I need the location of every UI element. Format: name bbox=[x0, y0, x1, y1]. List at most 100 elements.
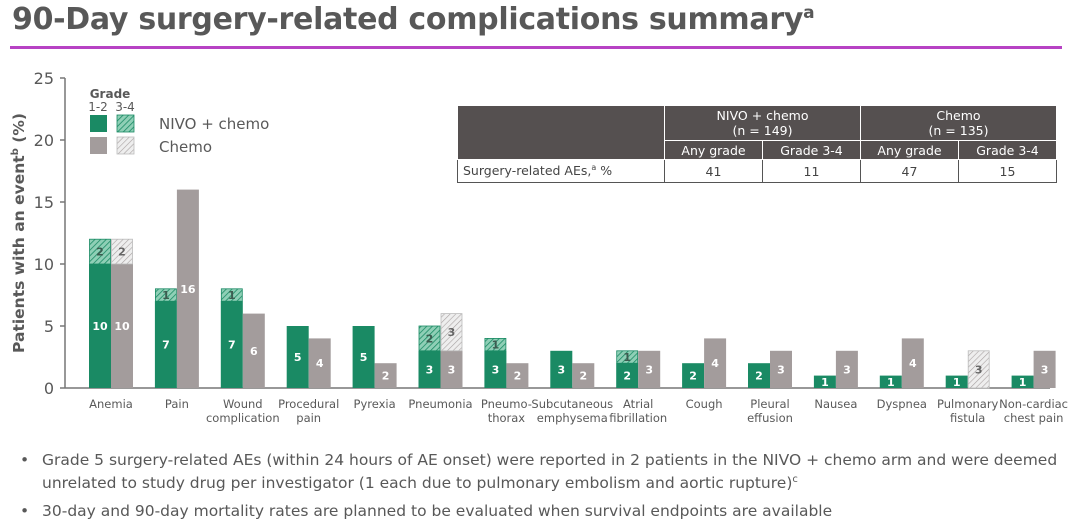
x-tick-label: Subcutaneous emphysema bbox=[531, 397, 613, 425]
table-subheader: Grade 3-4 bbox=[762, 140, 861, 160]
x-tick-label-line: Anemia bbox=[89, 397, 133, 411]
legend-label-chemo: Chemo bbox=[159, 138, 212, 156]
summary-table: NIVO + chemo (n = 149) Chemo (n = 135) Any… bbox=[457, 105, 1057, 183]
bullet-item: 30-day and 90-day mortality rates are pl… bbox=[20, 501, 1071, 521]
bar-label-nivo-grade-1-2: 5 bbox=[294, 351, 302, 364]
bar-nivo-grade-1-2 bbox=[154, 301, 177, 388]
y-tick-label: 0 bbox=[44, 379, 54, 398]
bar-label-nivo-grade-3-4: 1 bbox=[492, 339, 500, 352]
bar-chemo-grade-3-4 bbox=[111, 238, 133, 265]
bar-nivo-grade-1-2 bbox=[945, 375, 968, 388]
bar-label-nivo-grade-3-4: 2 bbox=[426, 332, 434, 345]
x-tick-label-line: fistula bbox=[950, 411, 985, 425]
y-tick-label: 20 bbox=[34, 131, 54, 150]
table-subheader: Grade 3-4 bbox=[958, 140, 1057, 160]
x-tick-label-line: thorax bbox=[488, 411, 526, 425]
table-subheader: Any grade bbox=[664, 140, 763, 160]
bar-label-nivo-grade-3-4: 1 bbox=[623, 351, 631, 364]
x-tick-label: Pain bbox=[165, 397, 189, 411]
legend-swatch-nivo-grade-1-2 bbox=[90, 115, 107, 132]
bar-label-chemo-grade-1-2: 16 bbox=[180, 283, 196, 296]
group-n: (n = 135) bbox=[928, 123, 989, 138]
bar-label-chemo-grade-1-2: 4 bbox=[316, 357, 324, 370]
y-axis-label-sup: b bbox=[10, 148, 21, 155]
x-tick-label-line: complication bbox=[206, 411, 280, 425]
bar-nivo-grade-1-2 bbox=[220, 301, 243, 388]
title-footnote-marker: a bbox=[803, 3, 815, 23]
table-group-chemo: Chemo (n = 135) bbox=[860, 105, 1057, 141]
x-tick-label-line: fibrillation bbox=[609, 411, 667, 425]
bar-nivo-grade-1-2 bbox=[1011, 375, 1034, 388]
table-cell: 11 bbox=[762, 159, 861, 183]
bar-label-nivo-grade-3-4: 1 bbox=[162, 289, 170, 302]
x-tick-label: Anemia bbox=[89, 397, 133, 411]
bar-chemo-grade-1-2 bbox=[111, 264, 133, 388]
bar-chemo-grade-3-4 bbox=[967, 350, 990, 389]
x-tick-label-line: Non-cardiac bbox=[999, 397, 1068, 411]
bar-label-chemo-grade-3-4: 3 bbox=[448, 326, 456, 339]
bar-label-chemo-grade-1-2: 2 bbox=[579, 370, 587, 383]
bar-nivo-grade-1-2 bbox=[813, 375, 836, 388]
bar-label-chemo-grade-3-4: 3 bbox=[975, 363, 983, 376]
x-tick-label-line: pain bbox=[296, 411, 321, 425]
bar-nivo-grade-1-2 bbox=[616, 363, 639, 388]
bar-label-nivo-grade-1-2: 7 bbox=[162, 339, 170, 352]
x-tick-label-line: Cough bbox=[686, 397, 723, 411]
bullet-list: Grade 5 surgery-related AEs (within 24 h… bbox=[20, 450, 1071, 524]
x-tick-label-line: chest pain bbox=[1004, 411, 1064, 425]
bar-chemo-grade-1-2 bbox=[176, 189, 199, 388]
bar-label-chemo-grade-1-2: 2 bbox=[382, 370, 390, 383]
page-title: 90-Day surgery-related complications sum… bbox=[12, 2, 815, 37]
bar-nivo-grade-1-2 bbox=[89, 264, 111, 388]
bar-nivo-grade-1-2 bbox=[550, 350, 573, 388]
bar-label-chemo-grade-1-2: 10 bbox=[114, 320, 130, 333]
x-tick-label: Pneumo-thorax bbox=[481, 397, 532, 425]
group-name: Chemo bbox=[936, 108, 981, 123]
bar-label-nivo-grade-1-2: 3 bbox=[492, 363, 500, 376]
bar-label-chemo-grade-1-2: 2 bbox=[514, 370, 522, 383]
table-row-label: Surgery-related AEs,a % bbox=[457, 159, 665, 183]
bar-chemo-grade-1-2 bbox=[638, 350, 661, 388]
bar-nivo-grade-1-2 bbox=[286, 326, 309, 388]
x-tick-label: Pneumonia bbox=[408, 397, 472, 411]
bullet-item: Grade 5 surgery-related AEs (within 24 h… bbox=[20, 450, 1071, 493]
legend-swatch-chemo-grade-1-2 bbox=[90, 137, 107, 154]
bar-chemo-grade-1-2 bbox=[242, 313, 265, 388]
x-tick-label: Non-cardiac chest pain bbox=[999, 397, 1068, 425]
bar-nivo-grade-3-4 bbox=[616, 350, 639, 364]
bar-nivo-grade-1-2 bbox=[682, 363, 705, 388]
bar-label-chemo-grade-1-2: 3 bbox=[843, 363, 851, 376]
x-tick-label-line: Wound bbox=[223, 397, 263, 411]
x-tick-label-line: Pleural bbox=[750, 397, 789, 411]
bar-label-nivo-grade-1-2: 7 bbox=[228, 339, 236, 352]
bar-chemo-grade-1-2 bbox=[308, 338, 331, 388]
y-tick-label: 25 bbox=[34, 69, 54, 88]
x-tick-label: Cough bbox=[686, 397, 723, 411]
y-tick-label: 15 bbox=[34, 193, 54, 212]
bullet-footnote-marker: c bbox=[792, 474, 798, 485]
bar-nivo-grade-1-2 bbox=[748, 363, 770, 388]
x-tick-label: Pulmonary fistula bbox=[937, 397, 999, 425]
bar-label-chemo-grade-1-2: 4 bbox=[711, 357, 719, 370]
row-label-sup: a bbox=[591, 163, 597, 173]
legend-grade-1-2: 1-2 bbox=[88, 100, 108, 114]
legend-heading: Grade bbox=[90, 87, 131, 101]
bar-nivo-grade-3-4 bbox=[220, 288, 243, 302]
table-row: Surgery-related AEs,a % 41 11 47 15 bbox=[457, 159, 1057, 183]
y-tick-label: 5 bbox=[44, 317, 54, 336]
bar-nivo-grade-1-2 bbox=[352, 326, 375, 388]
row-label-unit: % bbox=[596, 163, 613, 179]
legend-grade-3-4: 3-4 bbox=[115, 100, 135, 114]
x-tick-label: Pyrexia bbox=[354, 397, 396, 411]
legend-swatch-chemo-grade-3-4 bbox=[116, 136, 135, 155]
x-tick-label-line: Subcutaneous bbox=[531, 397, 613, 411]
y-tick-label: 10 bbox=[34, 255, 54, 274]
x-tick-label-line: effusion bbox=[747, 411, 793, 425]
bar-label-nivo-grade-3-4: 1 bbox=[228, 289, 236, 302]
bar-nivo-grade-1-2 bbox=[418, 350, 441, 388]
bar-label-nivo-grade-1-2: 1 bbox=[1019, 376, 1027, 389]
x-tick-label: Wound complication bbox=[206, 397, 280, 425]
bar-nivo-grade-3-4 bbox=[418, 325, 441, 352]
bar-label-chemo-grade-1-2: 3 bbox=[448, 363, 456, 376]
